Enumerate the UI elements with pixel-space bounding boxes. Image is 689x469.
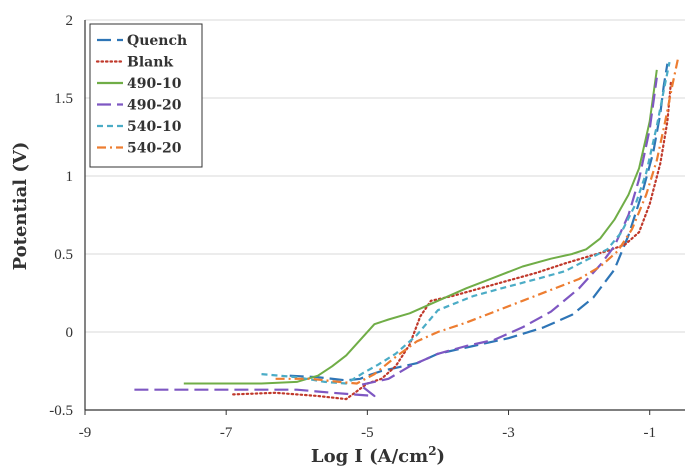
- legend-label-540-10: 540-10: [127, 119, 182, 135]
- series-layer: [134, 58, 679, 401]
- series-line-490-20: [134, 77, 658, 398]
- series-line-490-10: [183, 69, 658, 385]
- tick-labels: -9 -7 -5 -3 -1 -0.5 0 0.5 1 1.5 2: [49, 13, 656, 441]
- x-tick-label-4: -1: [643, 425, 656, 441]
- series-line-540-20: [275, 58, 679, 385]
- legend-label-540-20: 540-20: [127, 141, 182, 157]
- x-tick-label-3: -3: [502, 425, 515, 441]
- legend-label-quench: Quench: [127, 33, 187, 49]
- x-tick-label-0: -9: [79, 425, 92, 441]
- y-tick-label-4: 1.5: [54, 91, 73, 107]
- series-line-quench: [289, 63, 669, 382]
- x-axis-title: Log I (A/cm2): [311, 444, 445, 467]
- y-tick-label-2: 0.5: [54, 247, 73, 263]
- legend-label-490-10: 490-10: [127, 76, 182, 92]
- legend-items: Quench Blank 490-10 490-20 540-10 540-20: [95, 33, 187, 157]
- x-axis-title-superscript: 2: [428, 444, 436, 458]
- series-line-blank: [232, 81, 673, 401]
- y-axis-title: Potential (V): [10, 142, 31, 271]
- y-tick-label-1: 0: [66, 325, 74, 341]
- y-tick-label-3: 1: [66, 169, 74, 185]
- legend-label-490-20: 490-20: [127, 98, 182, 114]
- x-tick-label-2: -5: [361, 425, 374, 441]
- legend: Quench Blank 490-10 490-20 540-10 540-20: [89, 23, 203, 168]
- legend-box: [89, 23, 203, 168]
- series-line-540-10: [261, 61, 671, 385]
- y-tick-label-0: -0.5: [49, 403, 73, 419]
- x-axis-title-close: ): [437, 446, 446, 467]
- x-tick-label-1: -7: [220, 425, 233, 441]
- y-tick-label-5: 2: [66, 13, 74, 29]
- axis-layer: [84, 20, 685, 415]
- legend-label-blank: Blank: [127, 55, 173, 71]
